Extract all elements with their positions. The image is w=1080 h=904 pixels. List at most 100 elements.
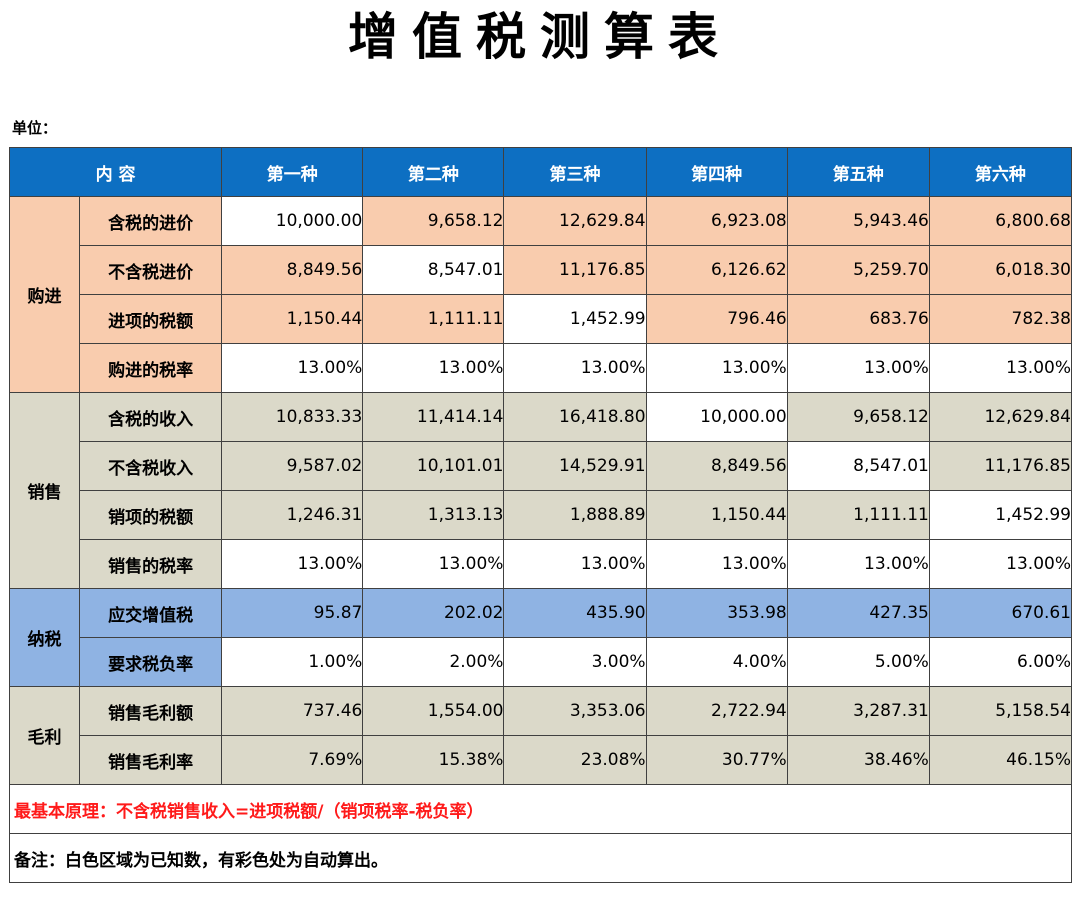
row-label[interactable]: 销售的税率 <box>79 539 223 589</box>
cell[interactable]: 353.98 <box>645 588 788 638</box>
table-row: 进项的税额 1,150.44 1,111.11 1,452.99 796.46 … <box>10 294 1073 344</box>
cell[interactable]: 9,658.12 <box>362 196 505 246</box>
cell[interactable]: 8,849.56 <box>221 245 364 295</box>
cell[interactable]: 6,126.62 <box>645 245 788 295</box>
group-label-sales[interactable]: 销售 <box>8 392 81 589</box>
cell[interactable]: 5,259.70 <box>786 245 930 295</box>
cell[interactable]: 3.00% <box>503 637 647 687</box>
cell[interactable]: 427.35 <box>786 588 930 638</box>
cell[interactable]: 13.00% <box>786 343 930 393</box>
cell[interactable]: 13.00% <box>928 343 1073 393</box>
cell[interactable]: 6,923.08 <box>645 196 788 246</box>
header-col-5[interactable]: 第五种 <box>786 147 930 197</box>
cell[interactable]: 11,176.85 <box>503 245 647 295</box>
cell[interactable]: 13.00% <box>362 343 505 393</box>
cell[interactable]: 13.00% <box>503 539 647 589</box>
header-col-4[interactable]: 第四种 <box>645 147 788 197</box>
row-label[interactable]: 销售毛利额 <box>79 686 223 736</box>
cell[interactable]: 13.00% <box>221 539 364 589</box>
cell[interactable]: 7.69% <box>221 735 364 785</box>
group-label-tax[interactable]: 纳税 <box>8 588 81 687</box>
cell[interactable]: 6,018.30 <box>928 245 1073 295</box>
cell[interactable]: 23.08% <box>503 735 647 785</box>
cell[interactable]: 12,629.84 <box>503 196 647 246</box>
cell[interactable]: 38.46% <box>786 735 930 785</box>
row-label[interactable]: 含税的收入 <box>79 392 223 442</box>
cell[interactable]: 30.77% <box>645 735 788 785</box>
cell[interactable]: 737.46 <box>221 686 364 736</box>
cell[interactable]: 5.00% <box>786 637 930 687</box>
row-label[interactable]: 销项的税额 <box>79 490 223 540</box>
header-col-3[interactable]: 第三种 <box>503 147 647 197</box>
cell[interactable]: 1,313.13 <box>362 490 505 540</box>
cell[interactable]: 10,101.01 <box>362 441 505 491</box>
row-label[interactable]: 进项的税额 <box>79 294 223 344</box>
cell[interactable]: 13.00% <box>503 343 647 393</box>
cell[interactable]: 8,547.01 <box>362 245 505 295</box>
cell[interactable]: 12,629.84 <box>928 392 1073 442</box>
header-row: 内 容 第一种 第二种 第三种 第四种 第五种 第六种 <box>8 147 1073 197</box>
cell[interactable]: 9,587.02 <box>221 441 364 491</box>
remark-note[interactable]: 备注：白色区域为已知数，有彩色处为自动算出。 <box>9 833 1072 883</box>
cell[interactable]: 13.00% <box>786 539 930 589</box>
cell[interactable]: 1,111.11 <box>362 294 505 344</box>
group-label-gross-profit[interactable]: 毛利 <box>8 686 81 785</box>
cell[interactable]: 3,353.06 <box>503 686 647 736</box>
cell[interactable]: 13.00% <box>645 539 788 589</box>
header-col-6[interactable]: 第六种 <box>928 147 1073 197</box>
cell[interactable]: 1,452.99 <box>928 490 1073 540</box>
cell[interactable]: 14,529.91 <box>503 441 647 491</box>
group-label-purchase[interactable]: 购进 <box>8 196 81 393</box>
cell[interactable]: 1.00% <box>221 637 364 687</box>
cell[interactable]: 1,246.31 <box>221 490 364 540</box>
cell[interactable]: 6.00% <box>928 637 1073 687</box>
principle-note[interactable]: 最基本原理：不含税销售收入=进项税额/（销项税率-税负率） <box>9 784 1072 834</box>
cell[interactable]: 13.00% <box>645 343 788 393</box>
row-label[interactable]: 不含税收入 <box>79 441 223 491</box>
cell[interactable]: 11,176.85 <box>928 441 1073 491</box>
cell[interactable]: 15.38% <box>362 735 505 785</box>
cell[interactable]: 5,158.54 <box>928 686 1073 736</box>
cell[interactable]: 11,414.14 <box>362 392 505 442</box>
cell[interactable]: 95.87 <box>221 588 364 638</box>
header-col-2[interactable]: 第二种 <box>362 147 505 197</box>
cell[interactable]: 782.38 <box>928 294 1073 344</box>
cell[interactable]: 6,800.68 <box>928 196 1073 246</box>
header-col-1[interactable]: 第一种 <box>221 147 364 197</box>
row-label[interactable]: 购进的税率 <box>79 343 223 393</box>
cell[interactable]: 10,833.33 <box>221 392 364 442</box>
cell[interactable]: 4.00% <box>645 637 788 687</box>
cell[interactable]: 5,943.46 <box>786 196 930 246</box>
header-content[interactable]: 内 容 <box>8 147 223 197</box>
cell[interactable]: 1,554.00 <box>362 686 505 736</box>
cell[interactable]: 2,722.94 <box>645 686 788 736</box>
cell[interactable]: 3,287.31 <box>786 686 930 736</box>
table-row: 购进的税率 13.00% 13.00% 13.00% 13.00% 13.00%… <box>10 343 1073 393</box>
cell[interactable]: 13.00% <box>221 343 364 393</box>
cell[interactable]: 46.15% <box>928 735 1073 785</box>
cell[interactable]: 1,111.11 <box>786 490 930 540</box>
cell[interactable]: 10,000.00 <box>645 392 788 442</box>
cell[interactable]: 796.46 <box>645 294 788 344</box>
row-label[interactable]: 销售毛利率 <box>79 735 223 785</box>
cell[interactable]: 1,150.44 <box>221 294 364 344</box>
cell[interactable]: 202.02 <box>362 588 505 638</box>
row-label[interactable]: 要求税负率 <box>79 637 223 687</box>
row-label[interactable]: 不含税进价 <box>79 245 223 295</box>
cell[interactable]: 10,000.00 <box>221 196 364 246</box>
cell[interactable]: 435.90 <box>503 588 647 638</box>
row-label[interactable]: 含税的进价 <box>79 196 223 246</box>
cell[interactable]: 16,418.80 <box>503 392 647 442</box>
cell[interactable]: 8,547.01 <box>786 441 930 491</box>
cell[interactable]: 9,658.12 <box>786 392 930 442</box>
cell[interactable]: 1,150.44 <box>645 490 788 540</box>
cell[interactable]: 8,849.56 <box>645 441 788 491</box>
cell[interactable]: 683.76 <box>786 294 930 344</box>
cell[interactable]: 13.00% <box>928 539 1073 589</box>
cell[interactable]: 2.00% <box>362 637 505 687</box>
cell[interactable]: 13.00% <box>362 539 505 589</box>
cell[interactable]: 670.61 <box>928 588 1073 638</box>
cell[interactable]: 1,888.89 <box>503 490 647 540</box>
cell[interactable]: 1,452.99 <box>503 294 647 344</box>
row-label[interactable]: 应交增值税 <box>79 588 223 638</box>
